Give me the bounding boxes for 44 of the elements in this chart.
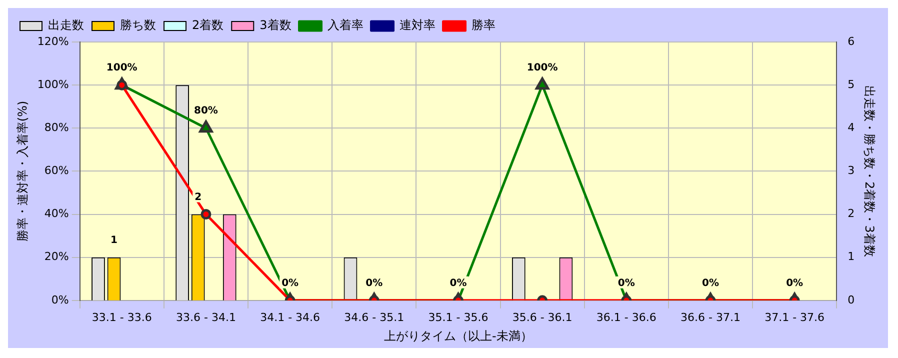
x-tick-label: 34.1 - 34.6 xyxy=(260,310,320,324)
data-label: 0% xyxy=(786,278,804,289)
y-tick-label: 40% xyxy=(44,207,69,220)
legend-label: 勝ち数 xyxy=(120,18,156,32)
y-tick-label: 120% xyxy=(37,34,69,48)
y2-axis-title: 出走数・勝ち数・2着数・3着数 xyxy=(862,86,877,257)
x-tick-label: 36.6 - 37.1 xyxy=(680,310,740,324)
x-tick-label: 35.1 - 35.6 xyxy=(428,310,488,324)
y2-tick-label: 4 xyxy=(848,120,855,134)
data-label: 0% xyxy=(450,278,467,289)
x-tick-label: 34.6 - 35.1 xyxy=(344,310,404,324)
data-label: 100% xyxy=(526,62,558,74)
legend-label: 2着数 xyxy=(192,18,224,32)
x-tick-label: 36.1 - 36.6 xyxy=(596,310,656,324)
y-axis-title: 勝率・連対率・入着率(%) xyxy=(15,100,30,242)
data-label: 2 xyxy=(194,192,202,203)
x-tick-label: 33.1 - 33.6 xyxy=(92,310,152,324)
x-axis-title: 上がりタイム（以上-未満） xyxy=(384,328,532,343)
legend-label: 3着数 xyxy=(260,18,292,32)
data-label: 100% xyxy=(106,62,138,74)
x-tick-label: 35.6 - 36.1 xyxy=(512,310,572,324)
y-tick-label: 0% xyxy=(51,293,69,306)
y-tick-label: 20% xyxy=(44,250,69,264)
data-label: 1 xyxy=(110,234,118,246)
y-tick-label: 100% xyxy=(37,78,69,91)
y-tick-label: 80% xyxy=(44,120,69,134)
data-label: 0% xyxy=(618,278,635,289)
x-tick-label: 33.6 - 34.1 xyxy=(176,310,236,324)
data-label: 0% xyxy=(702,278,719,289)
y2-tick-label: 1 xyxy=(848,250,855,264)
data-label: 0% xyxy=(282,278,299,289)
x-tick-label: 37.1 - 37.6 xyxy=(764,310,825,324)
y-tick-label: 60% xyxy=(44,164,69,178)
data-label: 0% xyxy=(366,278,383,289)
y2-tick-label: 2 xyxy=(848,207,855,220)
data-label: 80% xyxy=(194,106,218,117)
y2-tick-label: 6 xyxy=(848,34,855,48)
y2-tick-label: 3 xyxy=(848,164,855,178)
legend-label: 連対率 xyxy=(399,18,436,32)
y2-tick-label: 0 xyxy=(848,293,855,306)
legend-label: 出走数 xyxy=(48,18,84,32)
legend-label: 入着率 xyxy=(327,18,364,32)
legend-label: 勝率 xyxy=(471,18,496,32)
y2-tick-label: 5 xyxy=(848,78,855,91)
